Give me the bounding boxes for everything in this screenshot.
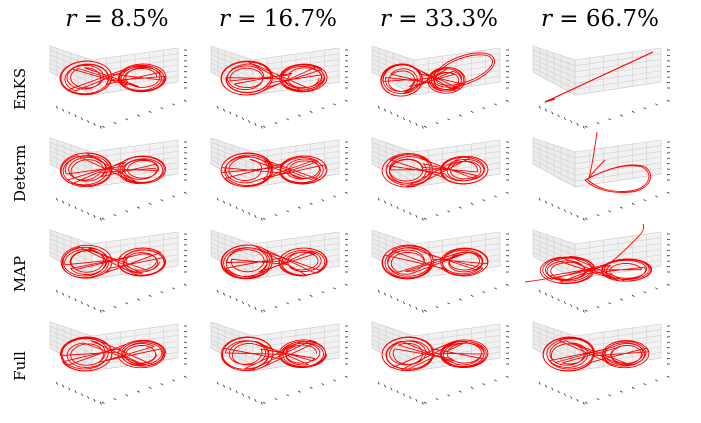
panel-enks-4 — [532, 45, 670, 129]
panel-map-2 — [210, 229, 348, 313]
panel-full-1 — [49, 321, 187, 405]
trajectory-line — [524, 223, 653, 285]
column-title-3: r = 33.3% — [380, 6, 498, 32]
panel-full-2 — [210, 321, 348, 405]
trajectory-line — [381, 244, 489, 280]
axes-box — [371, 321, 509, 405]
panel-determ-3 — [371, 137, 509, 221]
axes-box — [210, 321, 348, 405]
column-title-1: r = 8.5% — [65, 6, 169, 32]
panel-determ-4 — [532, 131, 670, 221]
axes-box — [49, 321, 187, 405]
row-label-enks: EnKS — [11, 67, 29, 110]
panel-enks-3 — [371, 45, 509, 129]
axes-box — [210, 229, 348, 313]
panel-enks-1 — [49, 45, 187, 129]
trajectory-line — [381, 336, 489, 372]
row-label-full: Full — [11, 351, 29, 381]
axes-box — [210, 45, 348, 129]
panel-determ-2 — [210, 137, 348, 221]
panel-map-1 — [49, 229, 187, 313]
panel-full-3 — [371, 321, 509, 405]
column-title-4: r = 66.7% — [541, 6, 659, 32]
trajectory-line — [380, 52, 495, 97]
trajectory-line — [59, 336, 167, 372]
panel-full-4 — [532, 321, 670, 405]
panel-determ-1 — [49, 137, 187, 221]
axes-box — [371, 45, 509, 129]
trajectory-line — [542, 336, 650, 372]
axes-box — [49, 229, 187, 313]
row-label-determ: Determ — [11, 144, 29, 202]
trajectory-line — [59, 60, 167, 96]
panel-enks-2 — [210, 45, 348, 129]
row-label-map: MAP — [11, 255, 29, 293]
trajectory-line — [220, 152, 328, 188]
panel-map-4 — [524, 223, 670, 313]
axes-box — [532, 45, 670, 129]
trajectory-line — [584, 131, 652, 193]
axes-box — [532, 321, 670, 405]
trajectory-line — [220, 244, 328, 280]
trajectory-line — [59, 152, 167, 188]
axes-box — [49, 45, 187, 129]
trajectory-line — [60, 244, 167, 279]
trajectory-line — [220, 336, 328, 372]
trajectory-line — [381, 153, 489, 188]
trajectory-line — [544, 51, 654, 103]
trajectory-line — [220, 60, 328, 96]
axes-box — [532, 137, 670, 221]
panel-map-3 — [371, 229, 509, 313]
column-title-2: r = 16.7% — [219, 6, 337, 32]
